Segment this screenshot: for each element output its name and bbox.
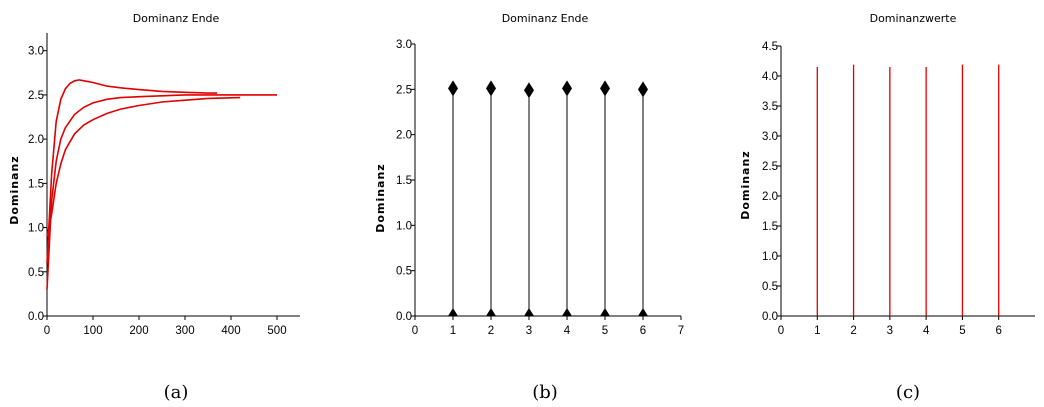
x-tick-label: 1 bbox=[450, 325, 456, 337]
y-tick-label: 1.5 bbox=[28, 178, 44, 190]
panel-a: Dominanz Ende Dominanz 0 100 200 300 400 5000… bbox=[8, 12, 300, 403]
x-tick-label: 3 bbox=[526, 325, 532, 337]
x-tick-label: 400 bbox=[221, 325, 240, 337]
y-tick-label: 1.0 bbox=[396, 220, 412, 232]
y-tick-label: 3.5 bbox=[762, 101, 778, 113]
series-line-3 bbox=[46, 96, 241, 237]
x-tick-label: 5 bbox=[959, 325, 965, 337]
top-diamond-marker bbox=[448, 80, 458, 97]
y-tick-label: 0.5 bbox=[28, 267, 44, 279]
chart-b-marks bbox=[448, 80, 648, 316]
chart-c-title: Dominanzwerte bbox=[870, 12, 957, 25]
x-tick-label: 500 bbox=[267, 325, 286, 337]
chart-c-ylabel: Dominanz bbox=[739, 150, 752, 219]
x-tick-label: 0 bbox=[44, 325, 50, 337]
chart-c-bars bbox=[816, 64, 1000, 316]
x-tick-label: 200 bbox=[129, 325, 148, 337]
y-tick-label: 1.0 bbox=[762, 251, 778, 263]
panel-b: Dominanz Ende Dominanz 0 1 2 3 4 5 6 7 0.0 0.5 1.0… bbox=[374, 12, 684, 403]
base-marker bbox=[486, 308, 496, 316]
series-line-2 bbox=[46, 94, 277, 290]
x-tick-label: 300 bbox=[175, 325, 194, 337]
x-tick-label: 6 bbox=[640, 325, 646, 337]
chart-a-axes: 0 100 200 300 400 500 0.0 0.5 1.0 1.5 2.0 2.5 3.0 bbox=[28, 33, 300, 337]
y-tick-label: 0.0 bbox=[28, 311, 44, 323]
base-marker bbox=[524, 308, 534, 316]
base-marker bbox=[600, 308, 610, 316]
chart-a-lines bbox=[46, 79, 277, 290]
y-tick-label: 3.0 bbox=[396, 39, 412, 51]
y-tick-label: 2.5 bbox=[396, 84, 412, 96]
chart-b-ylabel: Dominanz bbox=[374, 163, 387, 232]
x-tick-label: 4 bbox=[923, 325, 930, 337]
y-tick-label: 2.0 bbox=[396, 130, 412, 142]
y-tick-label: 2.0 bbox=[28, 134, 44, 146]
y-tick-label: 1.5 bbox=[396, 175, 412, 187]
chart-b-title: Dominanz Ende bbox=[502, 12, 589, 25]
top-diamond-marker bbox=[600, 80, 610, 97]
x-tick-label: 0 bbox=[412, 325, 418, 337]
top-diamond-marker bbox=[562, 80, 572, 97]
x-tick-label: 3 bbox=[887, 325, 893, 337]
x-tick-label: 0 bbox=[778, 325, 784, 337]
panel-c: Dominanzwerte Dominanz 0 1 2 3 4 5 6 0.0 0.5 1.0 1… bbox=[739, 12, 1035, 403]
x-tick-label: 7 bbox=[678, 325, 684, 337]
caption-b: (b) bbox=[532, 382, 558, 403]
y-tick-label: 0.0 bbox=[762, 311, 778, 323]
x-tick-label: 2 bbox=[488, 325, 494, 337]
y-tick-label: 0.0 bbox=[396, 311, 412, 323]
chart-a-title: Dominanz Ende bbox=[133, 12, 220, 25]
base-marker bbox=[638, 308, 648, 316]
x-tick-label: 4 bbox=[564, 325, 571, 337]
top-diamond-marker bbox=[486, 80, 496, 97]
base-marker bbox=[448, 308, 458, 316]
y-tick-label: 4.5 bbox=[762, 41, 778, 53]
caption-c: (c) bbox=[896, 382, 920, 403]
x-tick-label: 2 bbox=[850, 325, 856, 337]
top-diamond-marker bbox=[524, 82, 534, 99]
x-tick-label: 100 bbox=[83, 325, 102, 337]
series-line-1 bbox=[46, 79, 218, 263]
y-tick-label: 4.0 bbox=[762, 71, 778, 83]
y-tick-label: 1.5 bbox=[762, 221, 778, 233]
y-tick-label: 2.5 bbox=[28, 90, 44, 102]
y-tick-label: 1.0 bbox=[28, 223, 44, 235]
top-diamond-marker bbox=[638, 81, 648, 98]
chart-a-ylabel: Dominanz bbox=[8, 155, 21, 224]
caption-a: (a) bbox=[164, 382, 189, 403]
y-tick-label: 3.0 bbox=[28, 46, 44, 58]
y-tick-label: 2.0 bbox=[762, 191, 778, 203]
y-tick-label: 0.5 bbox=[762, 281, 778, 293]
base-marker bbox=[562, 308, 572, 316]
chart-c-axes: 0 1 2 3 4 5 6 0.0 0.5 1.0 1.5 2.0 2.5 3.0 3.5 4.0 4.5 bbox=[762, 41, 1035, 337]
x-tick-label: 5 bbox=[602, 325, 608, 337]
y-tick-label: 3.0 bbox=[762, 131, 778, 143]
y-tick-label: 0.5 bbox=[396, 266, 412, 278]
chart-b-axes: 0 1 2 3 4 5 6 7 0.0 0.5 1.0 1.5 2.0 2.5 3.0 bbox=[396, 39, 684, 337]
x-tick-label: 1 bbox=[814, 325, 820, 337]
x-tick-label: 6 bbox=[996, 325, 1002, 337]
y-tick-label: 2.5 bbox=[762, 161, 778, 173]
